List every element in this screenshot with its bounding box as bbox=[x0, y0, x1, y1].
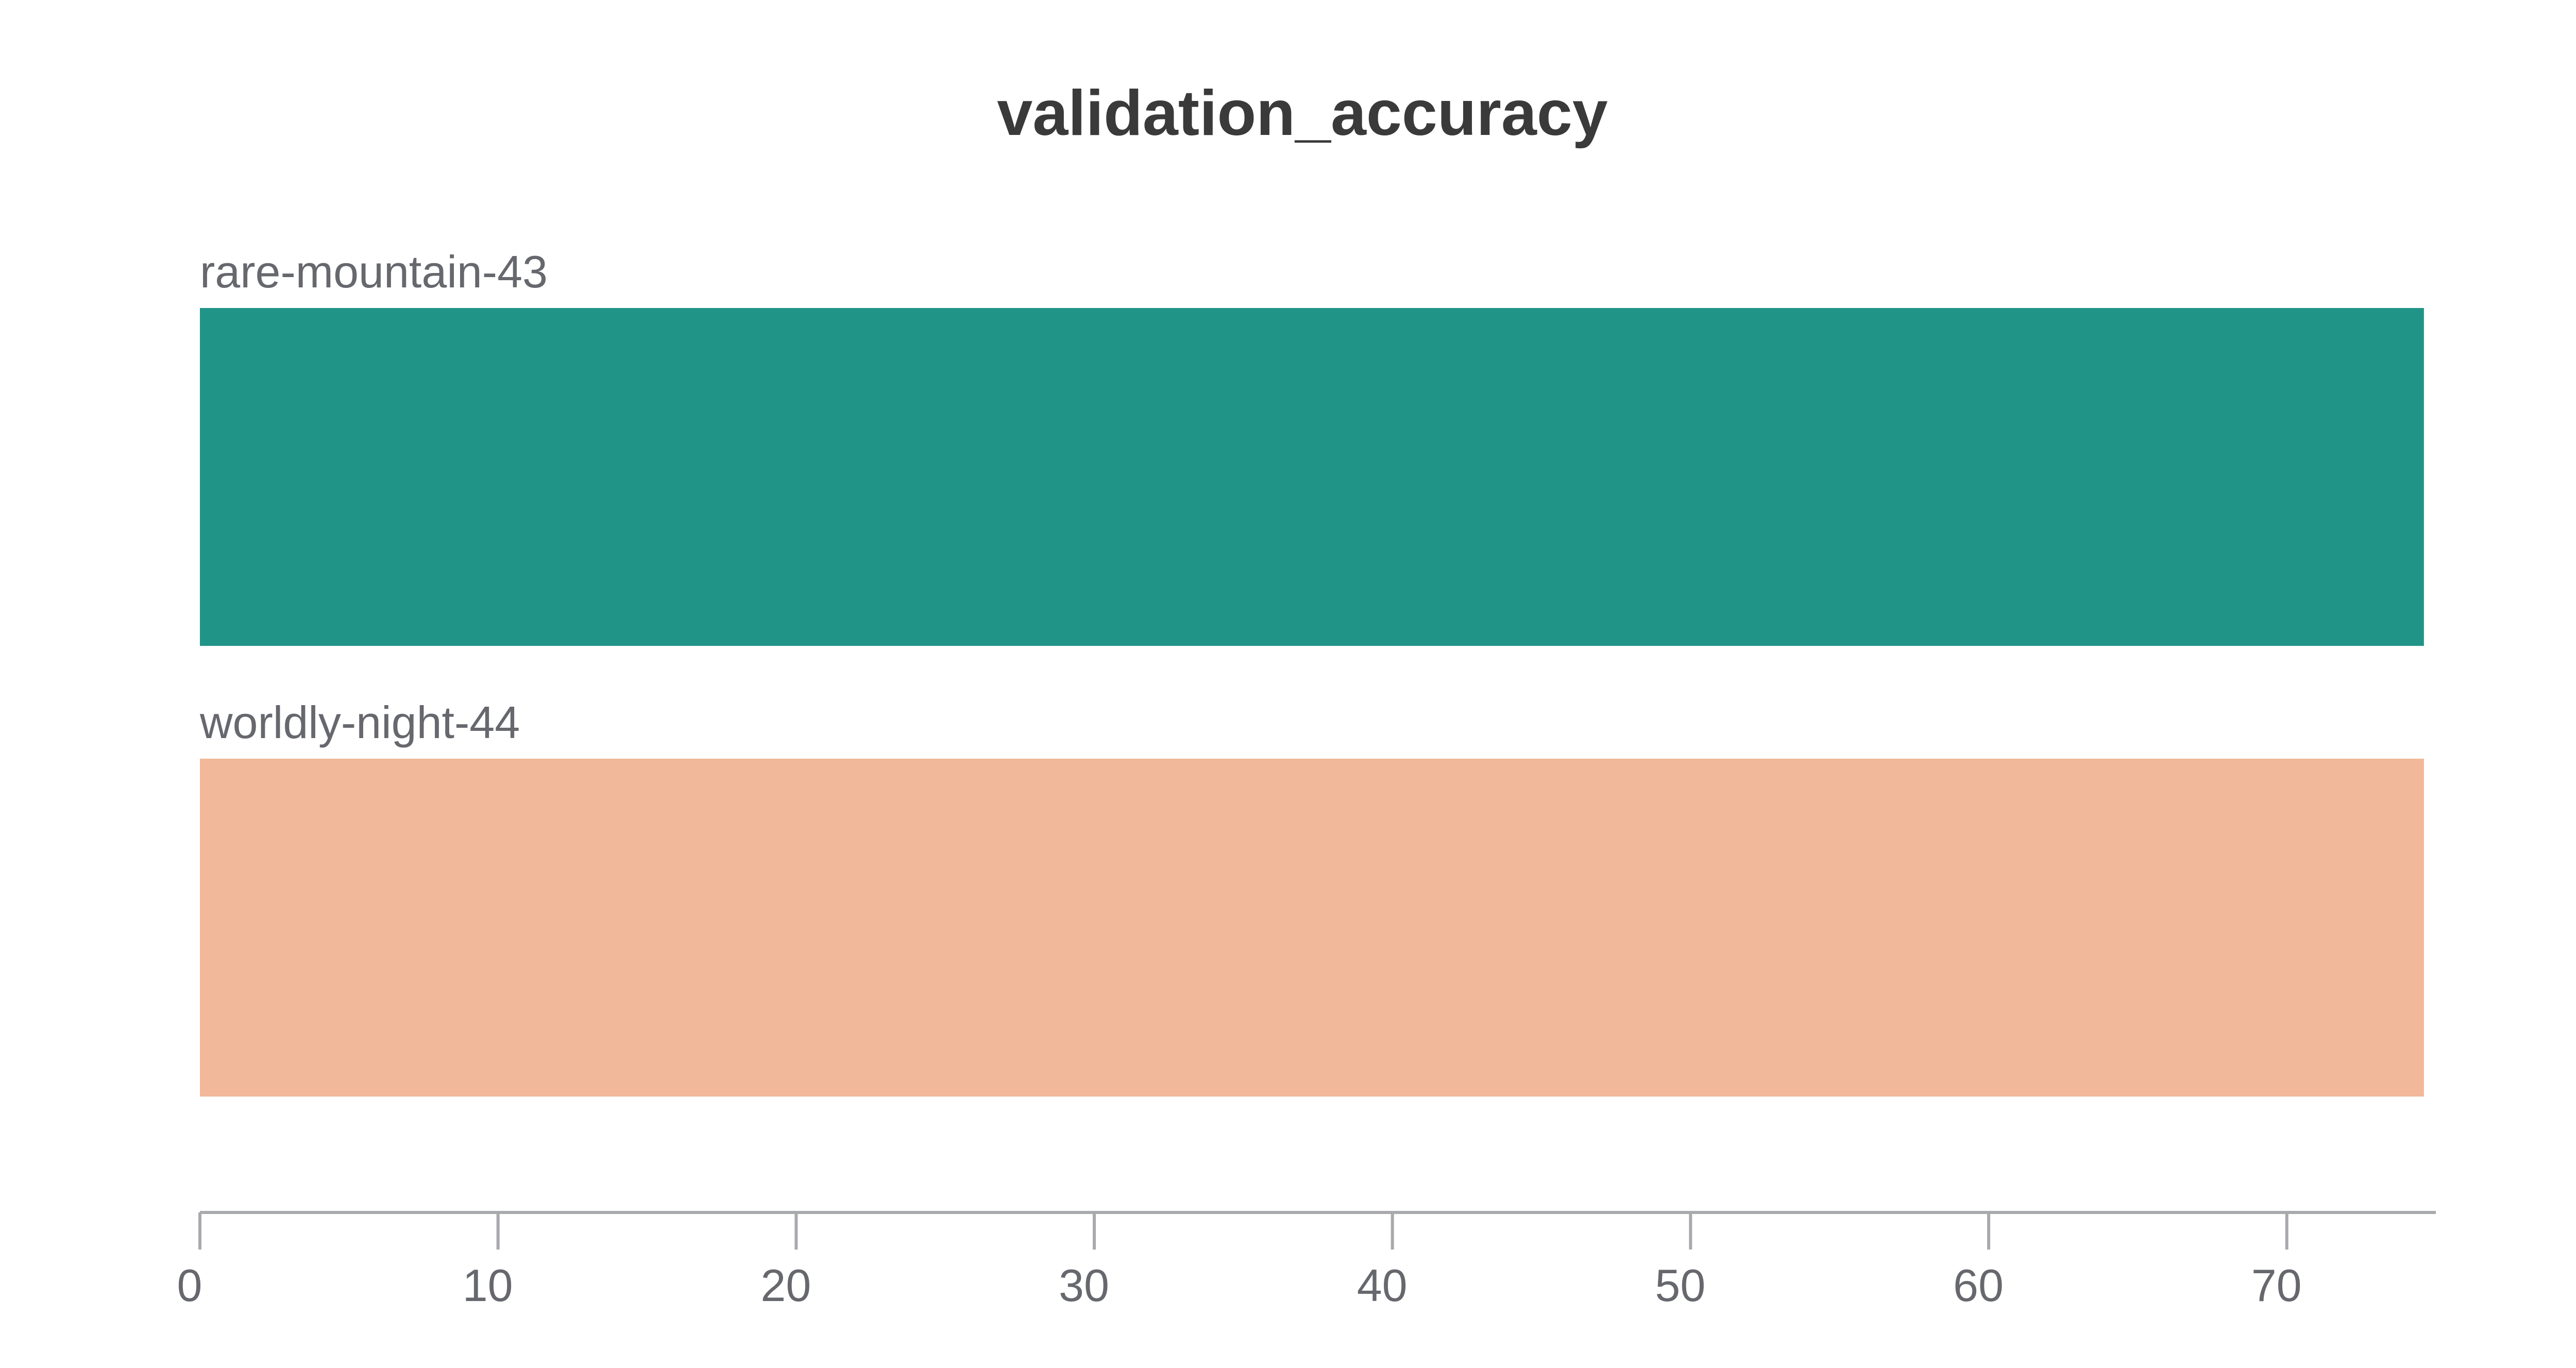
x-tick-label-40: 40 bbox=[1357, 1260, 1408, 1311]
x-tick-label-50: 50 bbox=[1655, 1260, 1705, 1311]
x-tick-label-20: 20 bbox=[760, 1260, 811, 1311]
bars-layer: rare-mountain-43 worldly-night-44 bbox=[199, 246, 2424, 1097]
x-tick-label-70: 70 bbox=[2251, 1260, 2302, 1311]
bar-worldly-night-44[interactable] bbox=[200, 759, 2424, 1097]
bar-label-rare-mountain-43: rare-mountain-43 bbox=[200, 246, 548, 297]
bar-rare-mountain-43[interactable] bbox=[200, 308, 2424, 646]
x-tick-label-10: 10 bbox=[463, 1260, 513, 1311]
x-axis: 0 10 20 30 40 50 60 70 bbox=[177, 1211, 2436, 1311]
x-tick-label-30: 30 bbox=[1059, 1260, 1109, 1311]
bar-label-worldly-night-44: worldly-night-44 bbox=[199, 697, 520, 748]
x-tick-label-0: 0 bbox=[177, 1260, 202, 1311]
x-tick-label-60: 60 bbox=[1953, 1260, 2004, 1311]
chart-title: validation_accuracy bbox=[997, 78, 1608, 149]
